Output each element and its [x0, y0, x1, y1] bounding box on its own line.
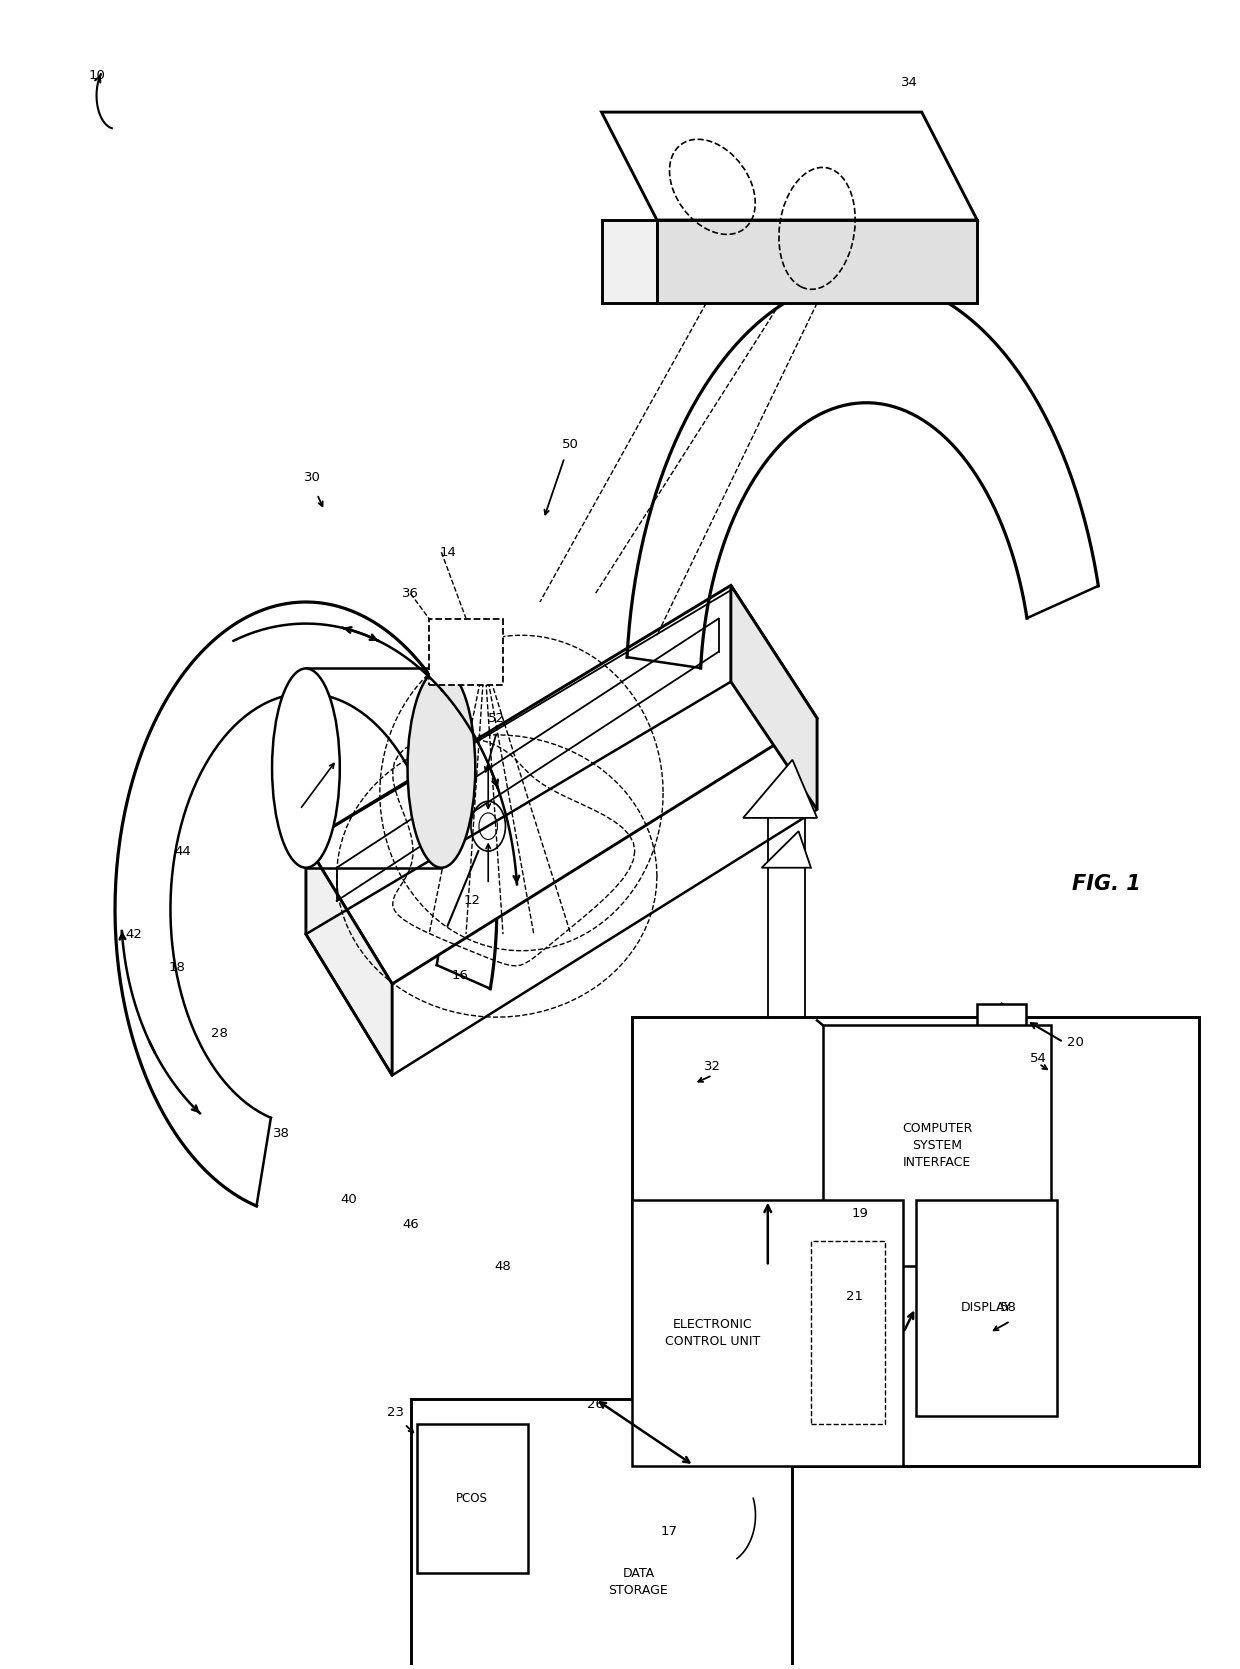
Text: 38: 38 — [273, 1127, 290, 1140]
Text: 44: 44 — [175, 845, 191, 858]
Bar — [632, 1016, 1199, 1465]
Text: 10: 10 — [88, 68, 105, 82]
Text: 26: 26 — [587, 1397, 604, 1410]
Text: 28: 28 — [211, 1028, 228, 1040]
Bar — [417, 1424, 528, 1574]
Text: COMPUTER
SYSTEM
INTERFACE: COMPUTER SYSTEM INTERFACE — [901, 1122, 972, 1170]
Text: 46: 46 — [402, 1218, 419, 1232]
Text: 30: 30 — [304, 471, 320, 484]
Bar — [410, 1399, 792, 1669]
Text: 23: 23 — [387, 1405, 404, 1419]
Polygon shape — [601, 112, 977, 220]
Text: DISPLAY: DISPLAY — [961, 1302, 1012, 1314]
Polygon shape — [601, 220, 657, 304]
Polygon shape — [743, 759, 817, 818]
Text: 58: 58 — [999, 1302, 1017, 1314]
Bar — [429, 619, 503, 684]
Text: 16: 16 — [451, 970, 469, 981]
Text: 34: 34 — [901, 75, 918, 88]
Bar — [811, 1242, 885, 1424]
Text: 14: 14 — [439, 546, 456, 559]
Bar — [823, 1025, 1052, 1267]
Text: 52: 52 — [489, 711, 506, 724]
Text: 42: 42 — [125, 928, 141, 941]
Text: 19: 19 — [852, 1207, 868, 1220]
Bar — [915, 1200, 1058, 1415]
Text: DATA
STORAGE: DATA STORAGE — [609, 1567, 668, 1597]
Text: PCOS: PCOS — [456, 1492, 489, 1505]
Text: 48: 48 — [495, 1260, 511, 1273]
Polygon shape — [730, 586, 817, 809]
Ellipse shape — [408, 668, 475, 868]
Text: 21: 21 — [846, 1290, 863, 1303]
Polygon shape — [306, 586, 817, 985]
Text: 20: 20 — [1068, 1035, 1084, 1048]
Bar — [977, 1003, 1027, 1045]
Text: 36: 36 — [402, 587, 419, 601]
Ellipse shape — [272, 668, 340, 868]
Text: 40: 40 — [341, 1193, 357, 1207]
Bar — [632, 1200, 903, 1465]
Text: 12: 12 — [464, 895, 481, 908]
Text: 32: 32 — [704, 1060, 720, 1073]
Polygon shape — [306, 843, 392, 1075]
Polygon shape — [761, 831, 811, 868]
Polygon shape — [657, 220, 977, 304]
Text: FIG. 1: FIG. 1 — [1073, 875, 1141, 895]
Text: ELECTRONIC
CONTROL UNIT: ELECTRONIC CONTROL UNIT — [665, 1319, 760, 1347]
Text: 17: 17 — [661, 1525, 678, 1539]
Text: 54: 54 — [1030, 1051, 1048, 1065]
Text: 50: 50 — [562, 437, 579, 451]
Text: 18: 18 — [169, 961, 185, 973]
